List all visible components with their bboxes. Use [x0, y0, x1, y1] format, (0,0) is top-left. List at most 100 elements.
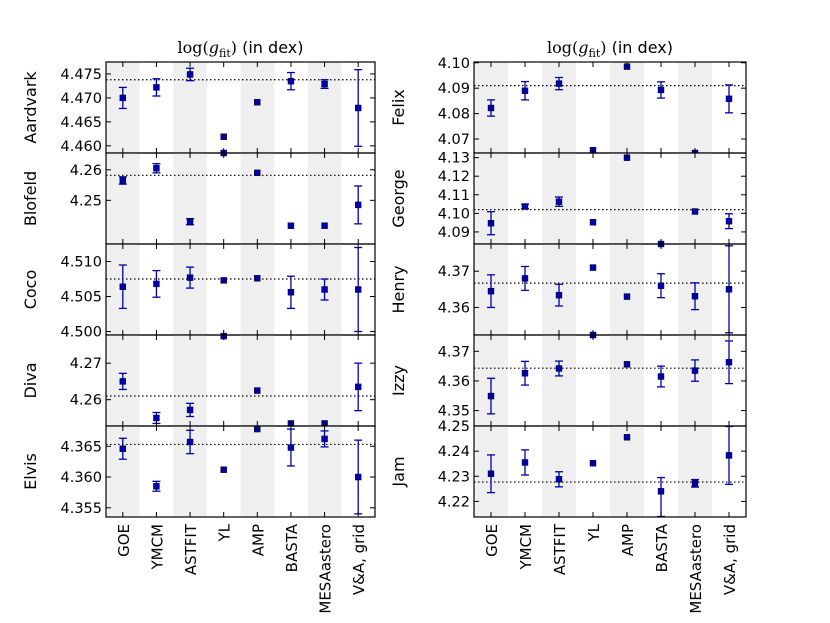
data-point-diva-2: [153, 414, 160, 422]
y-tick-label: 4.09: [438, 225, 470, 241]
y-tick-label: 4.37: [438, 264, 470, 280]
y-tick-label: 4.37: [438, 344, 470, 360]
x-category-label: AMP: [249, 524, 267, 556]
data-point-diva-8: [354, 383, 362, 391]
shaded-column: [240, 335, 275, 426]
shaded-column: [307, 153, 342, 244]
x-category-label: YMCM: [148, 524, 166, 571]
data-point-henry-8: [725, 286, 733, 293]
x-category-label: YL: [216, 523, 234, 542]
star-label: Coco: [21, 270, 40, 310]
data-point-henry-4: [589, 264, 597, 271]
data-point-coco-4: [220, 277, 227, 284]
shaded-column: [678, 426, 712, 517]
data-point-henry-1: [487, 287, 495, 295]
data-point-george-7: [691, 208, 699, 215]
y-tick-label: 4.12: [438, 169, 470, 185]
data-point-jam-4: [589, 460, 597, 467]
data-point-felix-8: [725, 95, 733, 103]
data-point-coco-1: [119, 283, 127, 290]
data-point-jam-7: [691, 480, 699, 487]
chart-1: log(gfit) (in dex) 4.460 4.465 4.470 4.475 Aa…: [21, 38, 376, 614]
x-category-label: V&A, grid: [350, 524, 368, 595]
shaded-column: [173, 244, 207, 335]
data-point-felix-6: [657, 86, 665, 94]
y-tick-label: 4.10: [438, 206, 470, 222]
x-category-label: GOE: [115, 524, 133, 557]
x-category-label: YL: [585, 523, 603, 542]
y-tick-label: 4.510: [60, 255, 102, 271]
shaded-column: [240, 153, 275, 244]
data-point-izzy-3: [555, 365, 563, 372]
panel-diva: 4.26 4.27 Diva: [21, 332, 376, 427]
x-category-label: ASTFIT: [182, 523, 200, 575]
shaded-column: [610, 153, 644, 244]
data-point-coco-2: [153, 280, 160, 288]
panel-izzy: 4.35 4.36 4.37 Izzy: [389, 331, 747, 427]
y-tick-label: 4.08: [438, 107, 470, 123]
data-point-aardvark-6: [287, 77, 295, 85]
data-point-izzy-7: [691, 367, 699, 374]
data-point-felix-3: [555, 80, 563, 87]
shaded-column: [610, 426, 644, 517]
x-category-label: GOE: [483, 524, 501, 557]
data-point-george-8: [725, 217, 733, 225]
star-label: Jam: [389, 456, 408, 487]
data-point-jam-6: [657, 488, 665, 495]
chart-2: log(gfit) (in dex)4.074.084.094.10Felix4…: [389, 38, 747, 614]
shaded-column: [610, 244, 644, 335]
data-point-jam-5: [623, 434, 631, 441]
data-point-coco-8: [354, 286, 362, 293]
data-point-elvis-4: [220, 466, 227, 473]
data-point-henry-6: [657, 282, 665, 289]
star-label: Aardvark: [21, 71, 40, 144]
y-tick-label: 4.26: [70, 163, 102, 179]
y-tick-label: 4.360: [60, 470, 102, 486]
chart-title: log(gfit) (in dex): [547, 38, 673, 60]
chart-title: log(gfit) (in dex): [178, 38, 304, 60]
y-tick-label: 4.35: [438, 404, 470, 420]
data-point-diva-1: [119, 378, 127, 385]
y-tick-label: 4.465: [60, 115, 102, 131]
data-point-blofeld-6: [287, 222, 295, 229]
data-point-aardvark-2: [153, 84, 160, 91]
star-label: Blofeld: [21, 171, 40, 226]
data-point-elvis-2: [153, 483, 160, 490]
y-tick-label: 4.23: [438, 469, 470, 485]
data-point-blofeld-1: [119, 177, 127, 184]
y-tick-label: 4.470: [60, 91, 102, 107]
data-point-george-4: [589, 219, 597, 226]
y-tick-label: 4.27: [70, 356, 102, 372]
y-tick-label: 4.26: [70, 393, 102, 409]
shaded-column: [307, 62, 342, 153]
x-category-label: MESAastero: [317, 524, 335, 614]
data-point-aardvark-4: [220, 133, 227, 140]
data-point-elvis-3: [186, 438, 194, 446]
data-point-coco-7: [321, 286, 328, 293]
y-tick-label: 4.500: [60, 325, 102, 341]
data-point-jam-2: [521, 459, 529, 466]
data-point-jam-8: [725, 452, 733, 459]
data-point-george-2: [521, 203, 529, 210]
star-label: Henry: [389, 265, 408, 313]
shaded-column: [542, 335, 576, 426]
panel-henry: 4.36 4.37 Henry: [389, 243, 747, 336]
data-point-henry-7: [691, 293, 699, 300]
y-tick-label: 4.475: [60, 67, 102, 83]
data-point-blofeld-2: [153, 165, 160, 172]
shaded-column: [542, 62, 576, 153]
data-point-felix-1: [487, 104, 495, 112]
data-point-aardvark-3: [186, 71, 194, 78]
x-category-label: AMP: [619, 524, 637, 556]
y-tick-label: 4.09: [438, 81, 470, 97]
panel-frame: [473, 425, 747, 518]
shaded-column: [610, 62, 644, 153]
data-point-henry-5: [623, 293, 631, 300]
data-point-elvis-7: [321, 435, 328, 443]
y-tick-label: 4.10: [438, 56, 470, 72]
y-tick-label: 4.355: [60, 501, 102, 517]
data-point-coco-5: [254, 275, 261, 282]
x-category-label: YMCM: [517, 524, 535, 571]
star-label: Diva: [21, 362, 40, 398]
